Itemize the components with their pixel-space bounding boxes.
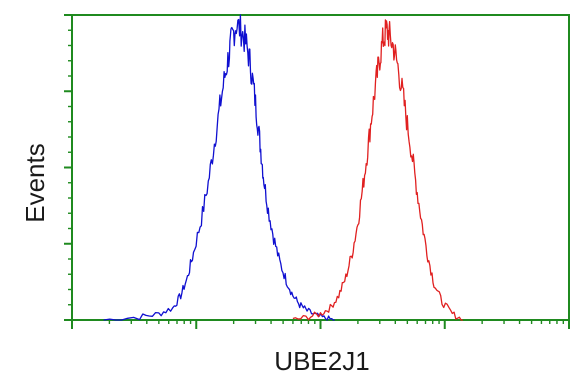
y-axis-label: Events bbox=[20, 143, 50, 223]
histogram-series-2 bbox=[292, 19, 463, 321]
plot-border bbox=[71, 14, 570, 321]
histogram-series-1 bbox=[103, 14, 335, 321]
axis-ticks bbox=[64, 14, 570, 329]
histogram-series bbox=[103, 14, 463, 321]
plot-frame bbox=[71, 14, 570, 321]
x-axis-label: UBE2J1 bbox=[274, 346, 369, 376]
